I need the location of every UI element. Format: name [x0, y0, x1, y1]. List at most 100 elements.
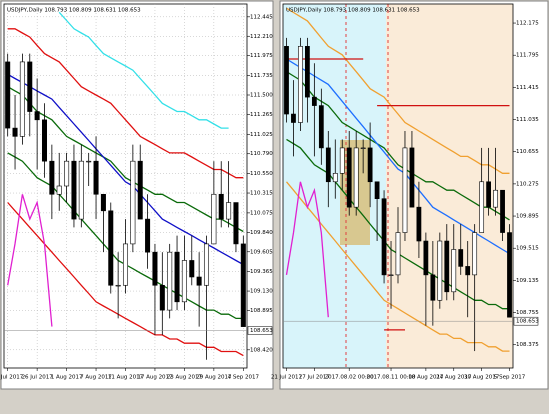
candle-body: [493, 189, 498, 208]
candle-body: [298, 46, 303, 123]
candle-body: [500, 189, 505, 233]
candle-body: [174, 251, 180, 303]
chart-title: USDJPY,Daily 108.793 108.809 108.631 108…: [7, 8, 141, 14]
candle-body: [360, 147, 366, 150]
candle-body: [12, 127, 18, 137]
price-label: 108.653: [516, 319, 539, 325]
x-tick-label: 1 Aug 2017: [51, 375, 83, 381]
candle-body: [233, 202, 239, 245]
y-tick-label: 112.175: [516, 21, 539, 27]
candle-body: [86, 160, 92, 163]
candle-body: [423, 240, 429, 276]
y-tick-label: 108.895: [250, 308, 273, 314]
x-tick-label: 20 Jul 2017: [0, 375, 24, 381]
y-tick-label: 111.415: [516, 85, 539, 91]
y-tick-label: 111.735: [250, 73, 273, 79]
candle-body: [240, 243, 246, 327]
y-tick-label: 110.790: [250, 151, 273, 157]
candle-body: [93, 160, 99, 195]
x-tick-label: 4 Sep 2017: [228, 375, 260, 381]
y-tick-label: 109.135: [516, 278, 539, 284]
y-tick-label: 111.500: [250, 93, 273, 99]
y-tick-label: 112.210: [250, 34, 273, 40]
candle-body: [325, 147, 331, 183]
x-tick-label: 24 Aug 2017: [436, 375, 472, 381]
y-tick-label: 109.130: [250, 289, 273, 295]
candle-body: [332, 173, 338, 183]
indicator-line: [286, 71, 510, 221]
price-box: [247, 326, 273, 335]
y-tick-label: 109.515: [516, 246, 539, 252]
indicator-line: [7, 86, 244, 233]
candle-body: [437, 240, 443, 301]
candle-body: [218, 193, 224, 220]
y-tick-label: 109.840: [250, 230, 273, 236]
left-window: [0, 0, 274, 390]
candle-body: [34, 111, 40, 121]
candle-body: [291, 113, 296, 123]
candle-body: [27, 61, 33, 112]
candle-body: [152, 251, 158, 286]
candle-body: [339, 147, 345, 174]
indicator-line: [285, 181, 329, 318]
y-tick-label: 108.420: [250, 347, 273, 353]
candle-body: [353, 147, 359, 208]
y-tick-label: 110.550: [250, 171, 273, 177]
y-tick-label: 110.075: [250, 210, 273, 216]
indicator-line: [7, 202, 244, 357]
candle-body: [108, 210, 114, 286]
candle-body: [381, 198, 387, 276]
candle-body: [346, 147, 352, 208]
y-tick-label: 112.445: [250, 14, 273, 20]
x-tick-label: 26 Jul 2017: [22, 375, 54, 381]
indicator-line: [7, 73, 244, 266]
x-tick-label: 30 Aug 2017: [464, 375, 500, 381]
candle-body: [203, 243, 210, 286]
candle-body: [430, 274, 436, 301]
candle-body: [374, 181, 380, 199]
y-tick-label: 108.755: [516, 310, 539, 316]
x-tick-label: 23 Aug 2017: [167, 375, 203, 381]
candle-body: [159, 284, 165, 311]
candle-body: [395, 232, 401, 276]
candle-body: [181, 260, 187, 303]
indicator-line: [286, 181, 510, 352]
y-tick-label: 110.275: [516, 181, 539, 187]
y-tick-label: 110.315: [250, 191, 273, 197]
y-tick-label: 111.795: [516, 53, 539, 59]
indicator-line: [286, 58, 510, 255]
candle-body: [507, 232, 512, 318]
x-tick-label: 29 Aug 2017: [196, 375, 232, 381]
x-tick-label: 11 Aug 2017: [108, 375, 144, 381]
candle-body: [41, 119, 48, 162]
x-tick-label: 18 Aug 2017: [408, 375, 444, 381]
y-tick-label: 109.605: [250, 249, 273, 255]
y-tick-label: 108.375: [516, 342, 539, 348]
candle-body: [137, 160, 143, 220]
candle-body: [486, 181, 491, 208]
candle-body: [145, 218, 151, 253]
price-box: [513, 316, 539, 326]
x-tick-label: 21 Jul 2017: [271, 375, 303, 381]
candle-body: [465, 266, 471, 276]
candle-body: [284, 46, 289, 115]
y-tick-label: 111.265: [250, 112, 273, 118]
x-tick-label: 27 Jul 2017: [299, 375, 331, 381]
y-tick-label: 109.365: [250, 269, 273, 275]
candle-body: [122, 243, 129, 286]
y-tick-label: 111.975: [250, 53, 273, 59]
candle-body: [196, 276, 202, 286]
y-tick-label: 111.035: [516, 117, 539, 123]
candle-body: [444, 240, 450, 293]
candle-body: [402, 147, 408, 233]
y-tick-label: 110.655: [516, 149, 539, 155]
status-bar: [0, 392, 549, 414]
candle-body: [451, 249, 457, 293]
candle-body: [211, 193, 217, 245]
chart-title: USDJPY,Daily 108.793 108.809 108.631 108…: [286, 8, 420, 14]
candle-body: [311, 96, 317, 106]
candle-body: [71, 160, 77, 220]
candle-body: [416, 206, 422, 242]
x-tick-label: 7 Aug 2017: [80, 375, 112, 381]
x-tick-label: 5 Sep 2017: [494, 375, 526, 381]
